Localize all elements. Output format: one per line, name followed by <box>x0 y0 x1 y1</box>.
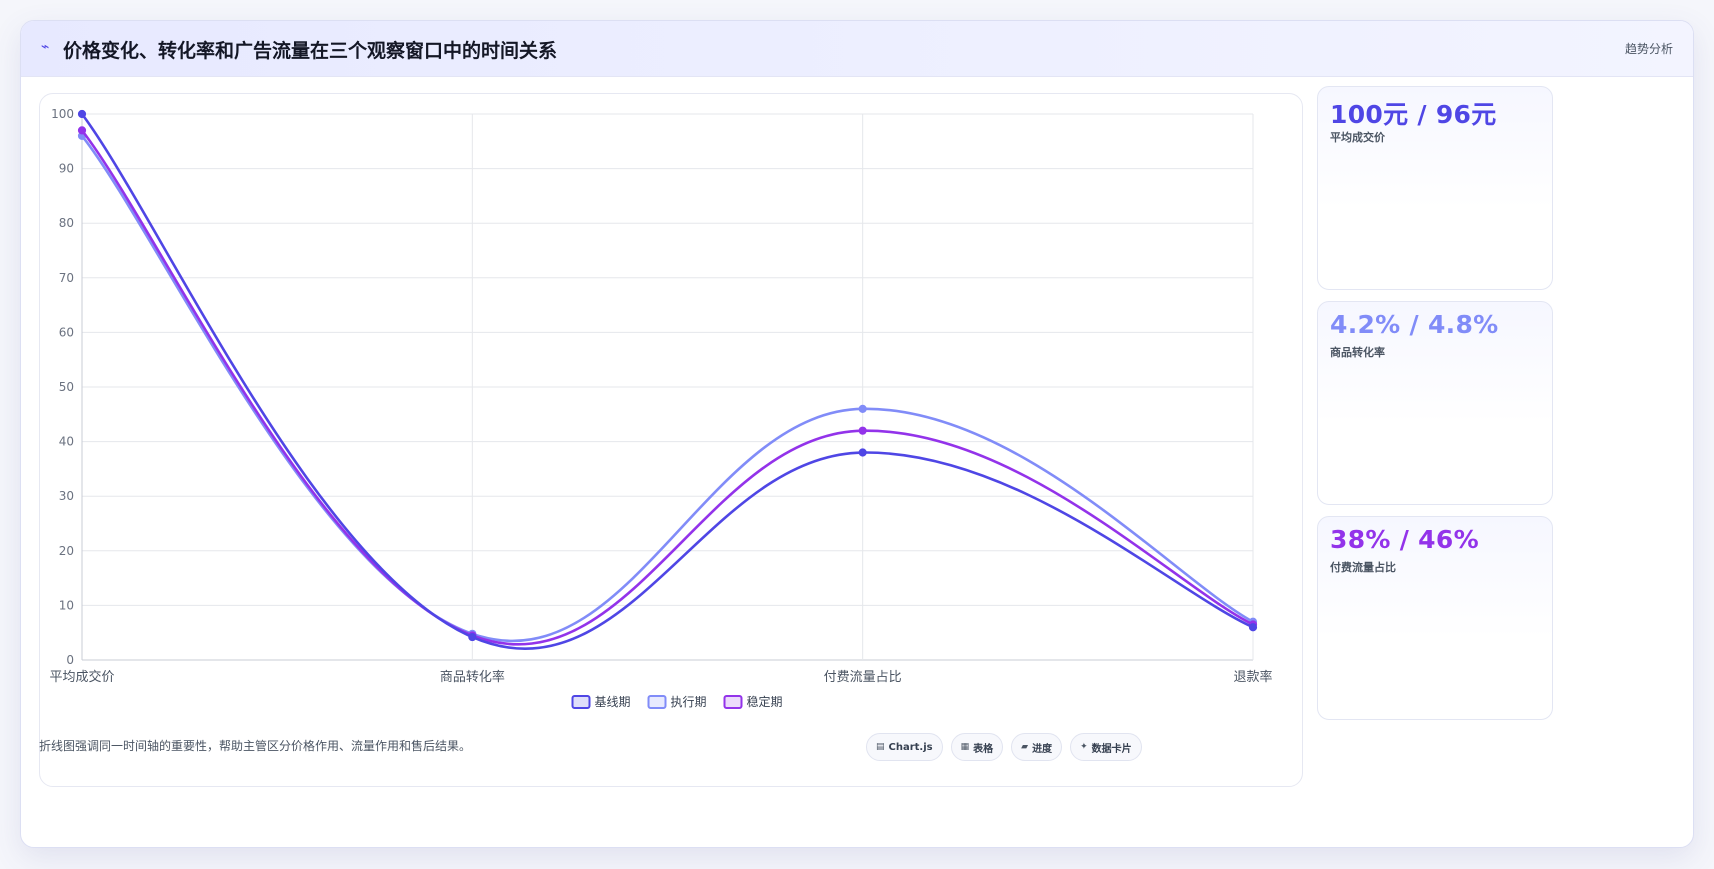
pill-chartjs[interactable]: ▤ Chart.js <box>866 733 943 761</box>
dashboard-card: ⌁ 价格变化、转化率和广告流量在三个观察窗口中的时间关系 趋势分析 0 10 20 3… <box>20 20 1694 848</box>
kpi-value: 38% / 46% <box>1330 525 1479 554</box>
legend-label: 执行期 <box>671 695 707 709</box>
data-point <box>858 404 867 413</box>
data-point <box>858 448 867 457</box>
y-tick-label: 10 <box>59 598 74 612</box>
kpi-card-conversion: 4.2% / 4.8% 商品转化率 <box>1317 301 1553 505</box>
trend-icon: ⌁ <box>41 39 50 55</box>
pill-progress[interactable]: ▰ 进度 <box>1011 733 1063 761</box>
y-tick-label: 90 <box>59 162 74 176</box>
legend-swatch <box>723 695 743 709</box>
y-tick-label: 20 <box>59 544 74 558</box>
kpi-label: 付费流量占比 <box>1330 561 1396 574</box>
series-line <box>80 135 1254 643</box>
kpi-label: 商品转化率 <box>1330 346 1385 359</box>
y-tick-label: 100 <box>51 107 74 121</box>
data-point <box>77 126 87 135</box>
chart-icon: ▤ <box>876 742 885 752</box>
y-tick-label: 60 <box>59 325 74 339</box>
kpi-label: 平均成交价 <box>1330 131 1385 144</box>
legend-label: 稳定期 <box>747 694 783 709</box>
pill-data-card[interactable]: ✦ 数据卡片 <box>1070 733 1142 761</box>
legend-label: 基线期 <box>595 695 631 709</box>
y-tick-label: 50 <box>59 380 74 394</box>
legend-swatch <box>571 695 591 709</box>
legend-swatch <box>647 695 667 709</box>
x-tick-label: 平均成交价 <box>49 669 114 685</box>
series-line <box>80 129 1254 646</box>
y-tick-label: 40 <box>59 435 74 449</box>
sparkle-icon: ✦ <box>1080 742 1088 752</box>
x-tick-label: 付费流量占比 <box>824 670 902 685</box>
pill-table[interactable]: ▦ 表格 <box>950 733 1004 761</box>
series-line <box>80 113 1254 650</box>
table-icon: ▦ <box>960 742 970 752</box>
pill-label: Chart.js <box>888 741 933 753</box>
line-chart: 0 10 20 30 40 50 60 70 80 90 100 平均成交价 商品转化率 付费流量占比 退款… <box>49 107 1273 709</box>
data-point <box>77 109 87 119</box>
y-tick-label: 0 <box>66 653 74 667</box>
progress-icon: ▰ <box>1021 742 1029 752</box>
data-point <box>1248 623 1258 632</box>
kpi-value: 100元 / 96元 <box>1330 100 1497 129</box>
kpi-value: 4.2% / 4.8% <box>1330 310 1499 339</box>
y-tick-label: 70 <box>59 271 74 285</box>
x-tick-label: 商品转化率 <box>440 669 505 685</box>
section-tag: 趋势分析 <box>1624 42 1673 56</box>
pill-label: 进度 <box>1032 743 1053 755</box>
card-header: ⌁ 价格变化、转化率和广告流量在三个观察窗口中的时间关系 趋势分析 <box>21 21 1693 77</box>
chart-panel: 0 10 20 30 40 50 60 70 80 90 100 平均成交价 商品转化率 付费流量占比 退款… <box>39 93 1303 787</box>
chart-caption: 折线图强调同一时间轴的重要性，帮助主管区分价格作用、流量作用和售后结果。 <box>39 739 472 753</box>
pill-label: 数据卡片 <box>1091 743 1132 755</box>
data-point <box>468 632 477 642</box>
pill-label: 表格 <box>973 743 994 755</box>
kpi-card-price: 100元 / 96元 平均成交价 <box>1317 86 1553 290</box>
y-tick-label: 30 <box>59 489 74 503</box>
y-tick-label: 80 <box>59 216 74 230</box>
tech-tags: ▤ Chart.js ▦ 表格 ▰ 进度 ✦ 数据卡片 <box>866 733 1142 761</box>
kpi-card-traffic: 38% / 46% 付费流量占比 <box>1317 516 1553 720</box>
x-tick-label: 退款率 <box>1233 669 1272 685</box>
page-title: 价格变化、转化率和广告流量在三个观察窗口中的时间关系 <box>63 40 558 62</box>
data-point <box>858 426 867 435</box>
